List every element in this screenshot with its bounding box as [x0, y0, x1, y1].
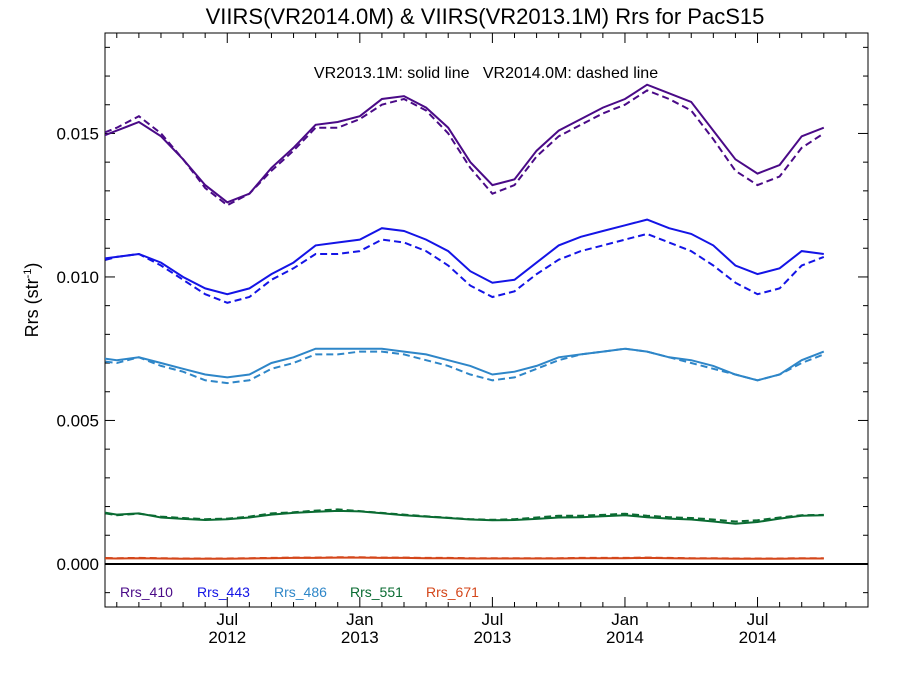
y-axis-label-main: Rrs (str: [22, 278, 42, 337]
series-line-solid-rrs-443: [105, 218, 824, 296]
x-tick-label-year: 2014: [739, 628, 777, 647]
plot-area: 0.0000.0050.0100.015Jul2012Jan2013Jul201…: [56, 32, 869, 647]
x-tick-label-month: Jul: [747, 610, 769, 629]
x-tick-label-year: 2013: [341, 628, 379, 647]
chart-title: VIIRS(VR2014.0M) & VIIRS(VR2013.1M) Rrs …: [206, 4, 765, 29]
series-line-dashed-rrs-486: [105, 347, 825, 385]
y-tick-label: 0.000: [56, 555, 99, 574]
legend-entry: Rrs_443: [197, 584, 250, 600]
y-tick-label: 0.010: [56, 268, 99, 287]
legend-entry: Rrs_551: [350, 584, 403, 600]
y-axis-label-close: ): [22, 263, 42, 269]
legend-entry: Rrs_486: [274, 584, 327, 600]
legend-entry: Rrs_671: [426, 584, 479, 600]
y-axis-label: Rrs (str-1): [22, 263, 42, 338]
series-line-dashed-rrs-410: [105, 89, 825, 207]
x-tick-label-month: Jul: [482, 610, 504, 629]
x-tick-label-month: Jan: [346, 610, 373, 629]
series-line-solid-rrs-410: [105, 83, 825, 204]
x-tick-label-month: Jul: [216, 610, 238, 629]
series-line-solid-rrs-551: [105, 509, 824, 525]
series-line-dashed-rrs-443: [105, 232, 825, 304]
x-tick-label-year: 2013: [473, 628, 511, 647]
legend-entry: Rrs_410: [120, 584, 173, 600]
x-tick-label-year: 2014: [606, 628, 644, 647]
x-tick-label-year: 2012: [208, 628, 246, 647]
series-line-solid-rrs-671: [105, 556, 824, 560]
line-style-annotation: VR2013.1M: solid line VR2014.0M: dashed …: [314, 65, 658, 82]
series-line-solid-rrs-486: [105, 347, 825, 382]
y-tick-label: 0.005: [56, 411, 99, 430]
plot-frame: [104, 32, 869, 608]
y-tick-label: 0.015: [56, 124, 99, 143]
y-axis-label-exponent: -1: [22, 269, 34, 279]
x-tick-label-month: Jan: [611, 610, 638, 629]
